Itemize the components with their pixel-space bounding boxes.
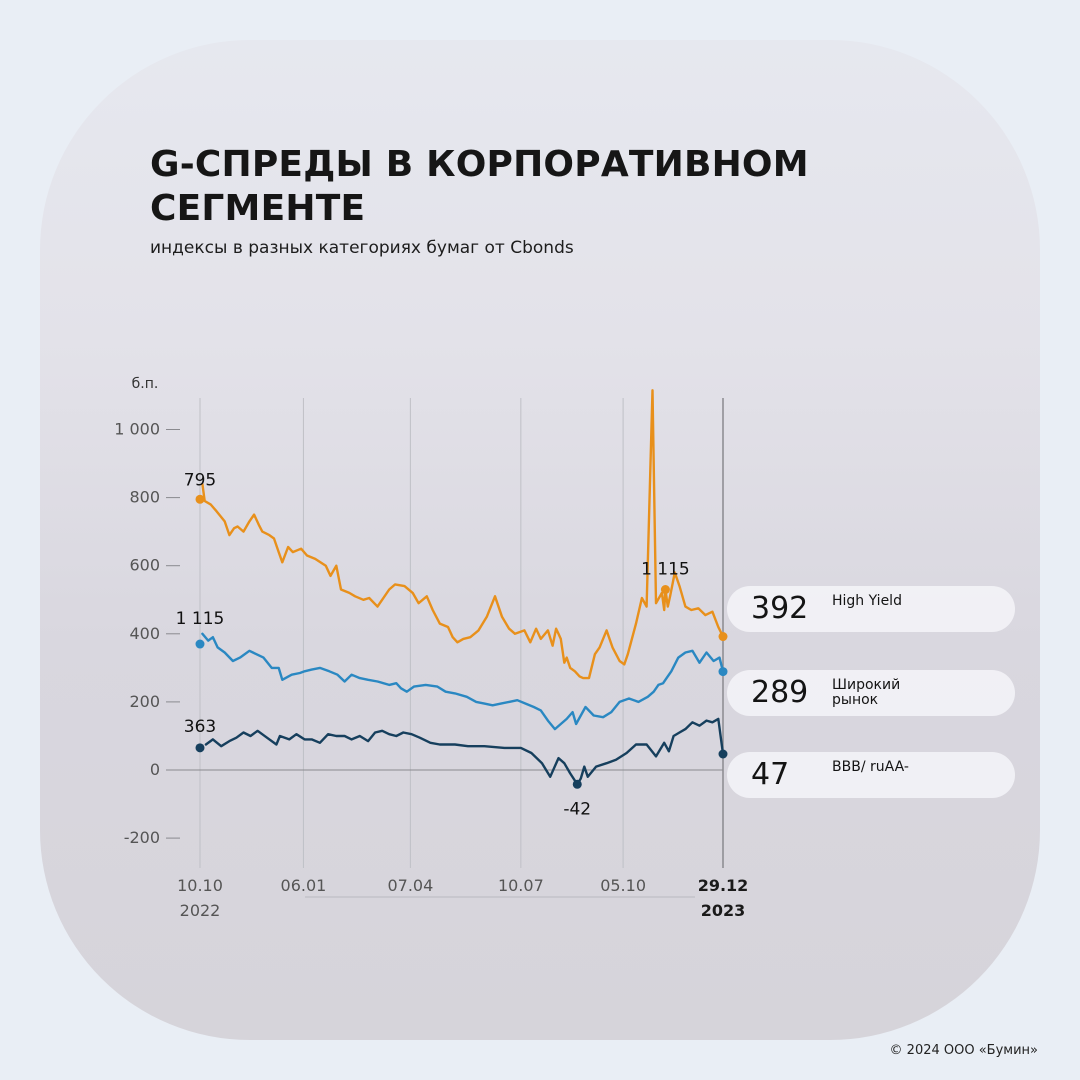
y-tick-label: 200: [129, 692, 160, 711]
summary-high-yield: 392 High Yield: [727, 586, 1015, 632]
y-tick-label: -200: [124, 828, 160, 847]
series-line-broad_market: [201, 632, 725, 731]
summary-bbb-label: BBB/ ruAA-: [832, 759, 909, 775]
chart-annotations: 795 1 115 1 115 363 -42: [176, 470, 690, 819]
series-start-point-broad_market: [195, 639, 205, 649]
data-label-bbb: -42: [563, 799, 591, 819]
x-tick-year-label: 2023: [701, 901, 746, 920]
data-label-high_yield: 1 115: [641, 560, 690, 580]
summary-broad-market: 289 Широкий рынок: [727, 670, 1015, 716]
y-tick-label: 1 000: [114, 420, 160, 439]
page-title: G-СПРЕДЫ В КОРПОРАТИВНОМ СЕГМЕНТЕ: [150, 144, 809, 229]
x-tick-label: 29.12: [698, 876, 749, 895]
y-axis-unit-label: б.п.: [132, 376, 159, 392]
peak-point-high_yield: [660, 585, 670, 595]
chart-grid: [199, 398, 724, 868]
series-end-point-broad_market: [718, 667, 728, 677]
data-label-broad_market: 1 115: [176, 609, 225, 629]
data-label-high_yield: 795: [184, 470, 216, 490]
x-tick-label: 10.07: [498, 876, 544, 895]
summary-bbb: 47 BBB/ ruAA-: [727, 752, 1015, 798]
x-tick-year-label: 2022: [180, 901, 221, 920]
series-line-bbb: [204, 717, 725, 786]
data-label-bbb: 363: [184, 717, 216, 737]
series-end-point-high_yield: [718, 632, 728, 642]
summary-bbb-value: 47: [751, 757, 790, 792]
x-tick-label: 10.10: [177, 876, 223, 895]
y-tick-label: 0: [150, 760, 160, 779]
summary-broad-market-label: Широкий рынок: [832, 677, 901, 708]
summary-high-yield-label: High Yield: [832, 593, 902, 609]
series-start-point-high_yield: [195, 494, 205, 504]
copyright-notice: © 2024 ООО «Бумин»: [889, 1043, 1038, 1058]
series-end-point-bbb: [718, 749, 728, 759]
series-start-point-bbb: [195, 743, 205, 753]
x-tick-label: 07.04: [387, 876, 433, 895]
chart-series: [195, 389, 728, 786]
summary-broad-market-value: 289: [751, 675, 809, 710]
summary-high-yield-value: 392: [751, 591, 809, 626]
y-tick-label: 800: [129, 488, 160, 507]
x-tick-label: 06.01: [281, 876, 327, 895]
y-tick-label: 600: [129, 556, 160, 575]
min-point-bbb: [572, 779, 582, 789]
series-line-high_yield: [201, 389, 725, 680]
background-card: [40, 40, 1040, 1040]
y-tick-label: 400: [129, 624, 160, 643]
page-subtitle: индексы в разных категориях бумаг от Cbo…: [150, 238, 574, 258]
x-tick-label: 05.10: [600, 876, 646, 895]
chart-axes: б.п. 10.10 2022 06.01 07.04 10.07 05.10 29.12 20…: [114, 376, 748, 920]
